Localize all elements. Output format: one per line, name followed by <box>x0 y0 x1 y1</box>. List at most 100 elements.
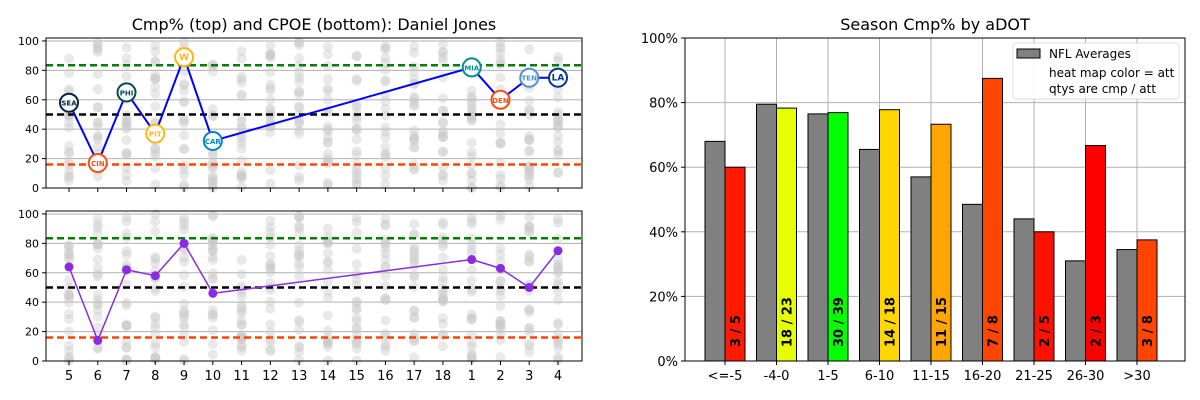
background-dot <box>236 170 247 181</box>
background-dot <box>466 85 477 96</box>
background-dot <box>409 163 420 174</box>
background-dot <box>92 131 103 142</box>
background-dot <box>380 43 391 54</box>
background-dot <box>553 115 563 126</box>
background-dot <box>524 341 535 352</box>
background-dot <box>294 53 305 64</box>
y-tick-label: 0 <box>32 355 39 368</box>
logo-text: TEN <box>522 75 538 83</box>
background-dot <box>294 249 305 260</box>
background-dot <box>466 284 477 295</box>
background-dot <box>121 228 132 239</box>
background-dot <box>150 226 161 237</box>
background-dot <box>466 96 477 107</box>
background-dot <box>92 40 103 51</box>
background-dot <box>466 103 477 114</box>
background-dot <box>179 37 190 48</box>
background-dot <box>64 290 74 301</box>
y-tick-label: 60 <box>25 94 39 107</box>
background-dot <box>207 104 218 115</box>
background-dot <box>121 113 132 124</box>
background-dot <box>150 216 161 227</box>
x-tick-label: 10 <box>205 369 222 384</box>
y-tick-label: 40 <box>25 123 39 136</box>
background-dot <box>92 171 103 182</box>
background-dot <box>495 315 506 326</box>
background-dot <box>409 135 420 146</box>
background-dot <box>294 72 305 83</box>
background-dot <box>380 96 391 107</box>
background-dot <box>64 175 74 186</box>
background-dot <box>437 131 448 142</box>
bar-label: 11 / 15 <box>935 297 950 347</box>
background-dot <box>322 238 333 249</box>
background-dot <box>495 48 506 59</box>
logo-text: PIT <box>149 131 162 139</box>
data-point <box>64 262 74 272</box>
background-dot <box>92 44 103 55</box>
background-dot <box>294 39 305 50</box>
background-dot <box>64 84 74 95</box>
background-dot <box>322 179 333 190</box>
background-dot <box>524 304 535 315</box>
background-dot <box>265 262 276 273</box>
background-dot <box>179 220 190 231</box>
background-dot <box>150 74 161 85</box>
background-dot <box>92 69 103 80</box>
background-dot <box>179 66 190 77</box>
background-dot <box>495 301 506 312</box>
logo-badge <box>145 123 166 144</box>
background-dot <box>236 345 247 356</box>
background-dot <box>265 267 276 278</box>
background-dot <box>92 271 103 282</box>
background-dot <box>380 213 391 224</box>
background-dot <box>92 222 103 233</box>
logo-badge <box>519 67 540 88</box>
background-dot <box>92 263 103 274</box>
background-dot <box>380 104 391 115</box>
background-dot <box>553 217 563 228</box>
background-dot <box>92 213 103 224</box>
logo-text: MIA <box>464 64 480 72</box>
background-dot <box>437 277 448 288</box>
background-dot <box>437 290 448 301</box>
background-dot <box>553 168 563 179</box>
background-dot <box>64 252 74 263</box>
background-dot <box>150 322 161 333</box>
background-dot <box>92 84 103 95</box>
background-dot <box>322 286 333 297</box>
logo-badge <box>548 67 568 88</box>
background-dot <box>236 133 247 144</box>
background-dot <box>179 143 190 154</box>
background-dot <box>294 89 305 100</box>
background-dot <box>380 294 391 305</box>
background-dot <box>236 77 247 88</box>
team-logo-la: LA <box>548 67 568 88</box>
background-dot <box>351 304 362 315</box>
background-dot <box>64 148 74 159</box>
background-dot <box>294 220 305 231</box>
background-dot <box>495 316 506 327</box>
bar-label: 14 / 18 <box>884 297 899 347</box>
background-dot <box>351 337 362 348</box>
background-dot <box>207 268 218 279</box>
background-dot <box>179 164 190 175</box>
bar-chart: Season Cmp% by aDOT 0% 20% 40% 60% 80% 100% 3 /… <box>641 15 1186 384</box>
background-dot <box>466 168 477 179</box>
logo-badge <box>116 82 137 103</box>
background-dot <box>236 71 247 82</box>
background-dot <box>524 347 535 358</box>
background-dot <box>524 146 535 157</box>
background-dot <box>495 214 506 225</box>
background-dot <box>466 341 477 352</box>
background-dot <box>265 222 276 233</box>
background-dot <box>466 169 477 180</box>
background-dot <box>409 254 420 265</box>
background-dot <box>64 141 74 152</box>
background-dot <box>322 132 333 143</box>
background-dot <box>179 224 190 235</box>
background-dot <box>64 292 74 303</box>
background-dot <box>64 68 74 79</box>
background-dot <box>92 219 103 230</box>
background-dot <box>553 259 563 270</box>
